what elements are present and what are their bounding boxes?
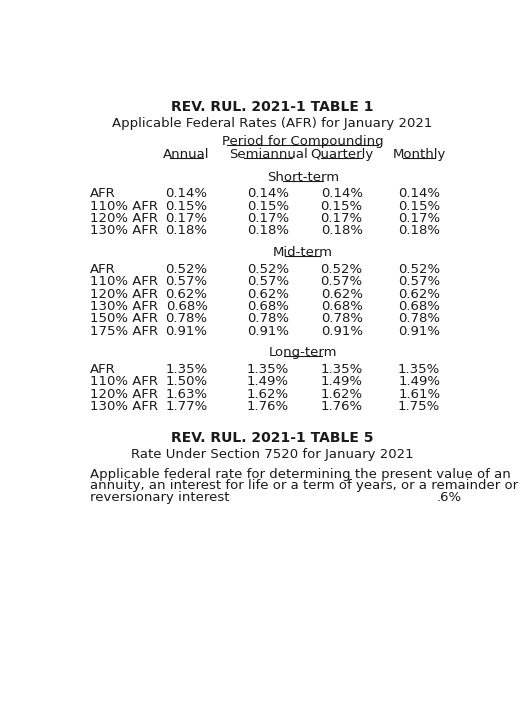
Text: 0.91%: 0.91%	[247, 325, 289, 338]
Text: 1.49%: 1.49%	[247, 376, 289, 388]
Text: Applicable Federal Rates (AFR) for January 2021: Applicable Federal Rates (AFR) for Janua…	[112, 116, 433, 130]
Text: 0.62%: 0.62%	[165, 288, 207, 301]
Text: 0.52%: 0.52%	[165, 263, 207, 276]
Text: 0.57%: 0.57%	[321, 275, 363, 288]
Text: 0.62%: 0.62%	[321, 288, 363, 301]
Text: 120% AFR: 120% AFR	[90, 212, 158, 225]
Text: AFR: AFR	[90, 263, 115, 276]
Text: 130% AFR: 130% AFR	[90, 400, 158, 413]
Text: 0.78%: 0.78%	[165, 312, 207, 325]
Text: 1.77%: 1.77%	[165, 400, 208, 413]
Text: 0.15%: 0.15%	[398, 199, 440, 213]
Text: 110% AFR: 110% AFR	[90, 275, 158, 288]
Text: 0.15%: 0.15%	[247, 199, 289, 213]
Text: 1.76%: 1.76%	[247, 400, 289, 413]
Text: 0.17%: 0.17%	[398, 212, 440, 225]
Text: 1.35%: 1.35%	[247, 363, 289, 376]
Text: 110% AFR: 110% AFR	[90, 199, 158, 213]
Text: 1.50%: 1.50%	[165, 376, 207, 388]
Text: Long-term: Long-term	[269, 346, 337, 359]
Text: 0.15%: 0.15%	[165, 199, 207, 213]
Text: 0.52%: 0.52%	[247, 263, 289, 276]
Text: 0.14%: 0.14%	[398, 187, 440, 200]
Text: 0.91%: 0.91%	[398, 325, 440, 338]
Text: Rate Under Section 7520 for January 2021: Rate Under Section 7520 for January 2021	[131, 448, 414, 461]
Text: 1.49%: 1.49%	[398, 376, 440, 388]
Text: 0.14%: 0.14%	[165, 187, 207, 200]
Text: Short-term: Short-term	[267, 170, 339, 183]
Text: 1.49%: 1.49%	[321, 376, 363, 388]
Text: 0.68%: 0.68%	[398, 300, 440, 313]
Text: 1.62%: 1.62%	[321, 387, 363, 400]
Text: 130% AFR: 130% AFR	[90, 224, 158, 237]
Text: 0.62%: 0.62%	[247, 288, 289, 301]
Text: 0.18%: 0.18%	[398, 224, 440, 237]
Text: 0.57%: 0.57%	[398, 275, 440, 288]
Text: 0.18%: 0.18%	[247, 224, 289, 237]
Text: 120% AFR: 120% AFR	[90, 387, 158, 400]
Text: Semiannual: Semiannual	[229, 149, 307, 161]
Text: Quarterly: Quarterly	[310, 149, 373, 161]
Text: 1.35%: 1.35%	[398, 363, 440, 376]
Text: 110% AFR: 110% AFR	[90, 376, 158, 388]
Text: 1.62%: 1.62%	[247, 387, 289, 400]
Text: 0.91%: 0.91%	[321, 325, 363, 338]
Text: 130% AFR: 130% AFR	[90, 300, 158, 313]
Text: 0.68%: 0.68%	[247, 300, 289, 313]
Text: 0.91%: 0.91%	[165, 325, 207, 338]
Text: 0.52%: 0.52%	[321, 263, 363, 276]
Text: 0.14%: 0.14%	[321, 187, 363, 200]
Text: 0.17%: 0.17%	[321, 212, 363, 225]
Text: 0.18%: 0.18%	[165, 224, 207, 237]
Text: 0.15%: 0.15%	[321, 199, 363, 213]
Text: 0.57%: 0.57%	[247, 275, 289, 288]
Text: 1.61%: 1.61%	[398, 387, 440, 400]
Text: 0.14%: 0.14%	[247, 187, 289, 200]
Text: 120% AFR: 120% AFR	[90, 288, 158, 301]
Text: 150% AFR: 150% AFR	[90, 312, 158, 325]
Text: reversionary interest: reversionary interest	[90, 491, 229, 504]
Text: 0.78%: 0.78%	[321, 312, 363, 325]
Text: 0.68%: 0.68%	[165, 300, 207, 313]
Text: Monthly: Monthly	[393, 149, 446, 161]
Text: 0.78%: 0.78%	[398, 312, 440, 325]
Text: 1.35%: 1.35%	[165, 363, 208, 376]
Text: Applicable federal rate for determining the present value of an: Applicable federal rate for determining …	[90, 467, 511, 480]
Text: 175% AFR: 175% AFR	[90, 325, 158, 338]
Text: 1.35%: 1.35%	[320, 363, 363, 376]
Text: 0.62%: 0.62%	[398, 288, 440, 301]
Text: REV. RUL. 2021-1 TABLE 1: REV. RUL. 2021-1 TABLE 1	[171, 100, 374, 114]
Text: annuity, an interest for life or a term of years, or a remainder or: annuity, an interest for life or a term …	[90, 479, 518, 492]
Text: 1.76%: 1.76%	[321, 400, 363, 413]
Text: 0.17%: 0.17%	[247, 212, 289, 225]
Text: 0.57%: 0.57%	[165, 275, 207, 288]
Text: AFR: AFR	[90, 363, 115, 376]
Text: REV. RUL. 2021-1 TABLE 5: REV. RUL. 2021-1 TABLE 5	[171, 431, 374, 445]
Text: AFR: AFR	[90, 187, 115, 200]
Text: 0.78%: 0.78%	[247, 312, 289, 325]
Text: 1.63%: 1.63%	[165, 387, 207, 400]
Text: Period for Compounding: Period for Compounding	[222, 135, 384, 148]
Text: 0.68%: 0.68%	[321, 300, 363, 313]
Text: Mid-term: Mid-term	[273, 246, 333, 259]
Text: Annual: Annual	[163, 149, 210, 161]
Text: 1.75%: 1.75%	[398, 400, 440, 413]
Text: 0.18%: 0.18%	[321, 224, 363, 237]
Text: 0.52%: 0.52%	[398, 263, 440, 276]
Text: .6%: .6%	[437, 491, 462, 504]
Text: 0.17%: 0.17%	[165, 212, 207, 225]
